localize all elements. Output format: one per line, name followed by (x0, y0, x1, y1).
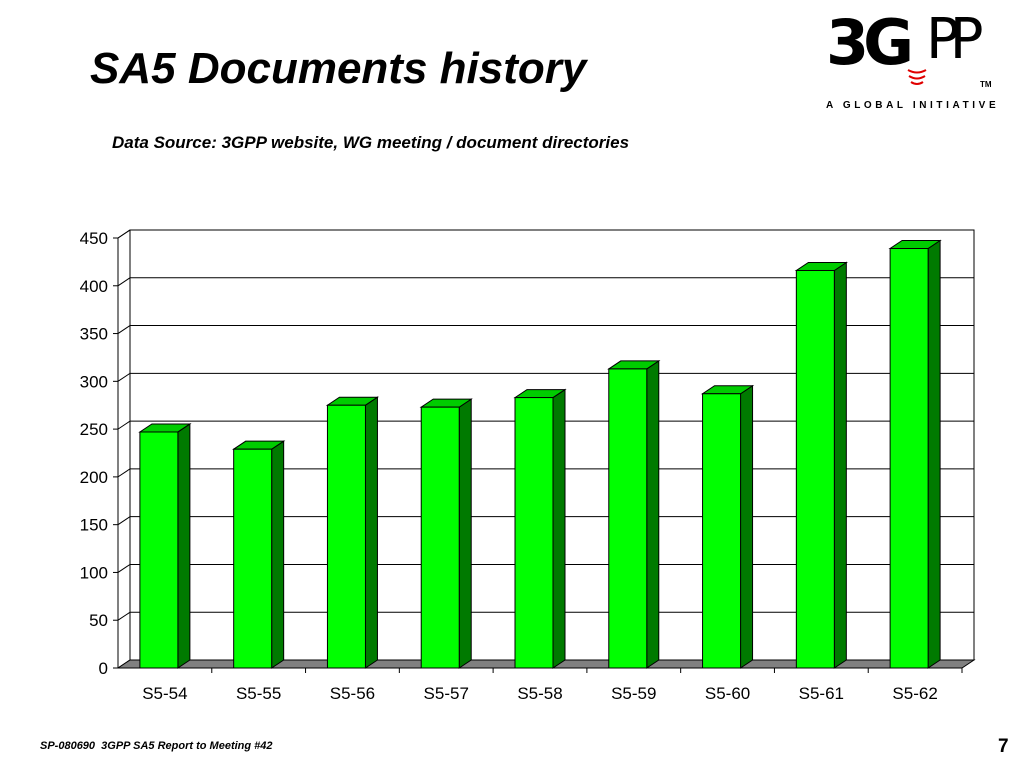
logo-tagline: A GLOBAL INITIATIVE (826, 100, 1000, 111)
bar-front (795, 269, 835, 669)
bar-side (927, 239, 941, 669)
y-tick-label: 400 (80, 277, 108, 296)
bar-front (702, 393, 742, 669)
3gpp-logo: 3G PP TM A GLOBAL INITIATIVE (822, 10, 1002, 120)
bar-front (420, 406, 460, 669)
y-tick-label: 150 (80, 516, 108, 535)
bar-side (833, 261, 847, 669)
bar-s5-55 (232, 440, 286, 669)
x-tick-label: S5-58 (517, 684, 562, 703)
gridline (117, 325, 974, 334)
bar-front (326, 404, 366, 669)
gridline (117, 611, 974, 621)
bar-side (177, 423, 191, 669)
x-tick-label: S5-61 (799, 684, 844, 703)
page-number: 7 (998, 736, 1009, 757)
x-tick-label: S5-60 (705, 684, 750, 703)
gridline (117, 372, 974, 382)
gridline (117, 563, 974, 573)
bar-side (271, 440, 285, 669)
gridline (117, 516, 974, 526)
y-tick-label: 250 (80, 420, 108, 439)
x-tick-label: S5-59 (611, 684, 656, 703)
bar-s5-58 (513, 388, 567, 669)
bar-s5-62 (888, 239, 942, 669)
bar-front (889, 248, 929, 669)
x-tick-label: S5-62 (892, 684, 937, 703)
y-tick-label: 100 (80, 563, 108, 582)
axis-edge (117, 229, 131, 239)
page-title: SA5 Documents history (90, 44, 587, 93)
bar-s5-60 (700, 384, 755, 669)
bar-s5-54 (138, 423, 192, 669)
x-tick-label: S5-57 (424, 684, 469, 703)
bar-side (552, 388, 566, 669)
gridline (117, 277, 974, 287)
bar-s5-59 (607, 359, 661, 669)
x-tick-label: S5-54 (142, 684, 187, 703)
bar-front (233, 448, 273, 669)
bar-side (646, 359, 660, 669)
bar-side (458, 398, 472, 669)
bar-s5-61 (794, 261, 848, 669)
x-tick-label: S5-56 (330, 684, 375, 703)
y-tick-label: 200 (80, 468, 108, 487)
bar-s5-57 (419, 398, 473, 669)
logo-trademark: TM (980, 80, 992, 89)
y-tick-label: 50 (89, 611, 108, 630)
gridline (117, 420, 974, 430)
logo-3g-text: 3G (826, 6, 914, 79)
data-source-note: Data Source: 3GPP website, WG meeting / … (112, 133, 630, 152)
gridline (117, 468, 974, 478)
bar-side (364, 396, 378, 669)
bar-front (608, 368, 648, 669)
bar-front (139, 431, 179, 669)
y-tick-label: 300 (80, 372, 108, 391)
footer-text: SP-080690 3GPP SA5 Report to Meeting #42 (40, 740, 273, 752)
y-tick-label: 350 (80, 325, 108, 344)
bar-side (740, 384, 754, 669)
x-tick-label: S5-55 (236, 684, 281, 703)
bar-front (514, 397, 554, 669)
bar-chart: 0 50 100 150 200 250 300 350 400 450 S5-54 S5-55 S5-… (80, 229, 976, 703)
signal-waves-icon (907, 69, 927, 85)
y-tick-label: 0 (99, 659, 108, 678)
bar-s5-56 (325, 396, 380, 669)
y-tick-label: 450 (80, 229, 108, 248)
